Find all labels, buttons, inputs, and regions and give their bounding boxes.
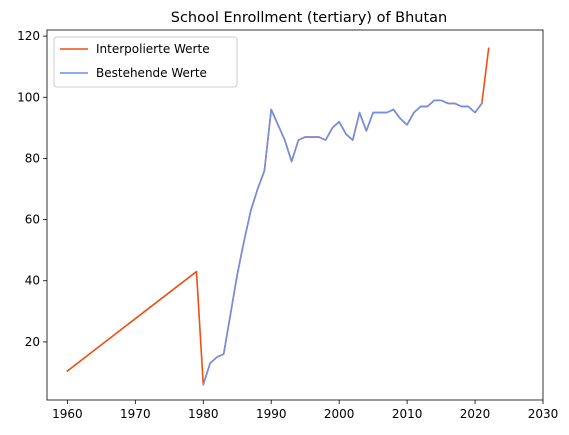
x-tick-label: 1980 bbox=[188, 407, 219, 421]
x-tick-label: 2010 bbox=[392, 407, 423, 421]
legend-label-0: Interpolierte Werte bbox=[96, 42, 210, 56]
y-tick-label: 20 bbox=[25, 335, 40, 349]
legend-box bbox=[53, 36, 238, 88]
x-tick-label: 1970 bbox=[120, 407, 151, 421]
y-tick-label: 80 bbox=[25, 151, 40, 165]
y-tick-label: 100 bbox=[17, 90, 40, 104]
series-line-1 bbox=[202, 99, 483, 386]
legend: Interpolierte Werte Bestehende Werte bbox=[53, 36, 238, 88]
x-tick-label: 2000 bbox=[324, 407, 355, 421]
plot-area bbox=[66, 47, 490, 386]
axes-frame bbox=[46, 29, 544, 401]
y-tick-label: 40 bbox=[25, 274, 40, 288]
x-tick-label: 1960 bbox=[52, 407, 83, 421]
legend-label-1: Bestehende Werte bbox=[96, 66, 207, 80]
y-tick-label: 120 bbox=[17, 29, 40, 43]
x-tick-label: 2030 bbox=[528, 407, 559, 421]
chart-title: School Enrollment (tertiary) of Bhutan bbox=[171, 10, 448, 26]
axis-ticks: 1960 1970 1980 1990 2000 2010 2020 203020406080… bbox=[17, 29, 558, 421]
x-tick-label: 1990 bbox=[256, 407, 287, 421]
series-line-0 bbox=[66, 47, 490, 386]
x-tick-label: 2020 bbox=[460, 407, 491, 421]
y-tick-label: 60 bbox=[25, 213, 40, 227]
